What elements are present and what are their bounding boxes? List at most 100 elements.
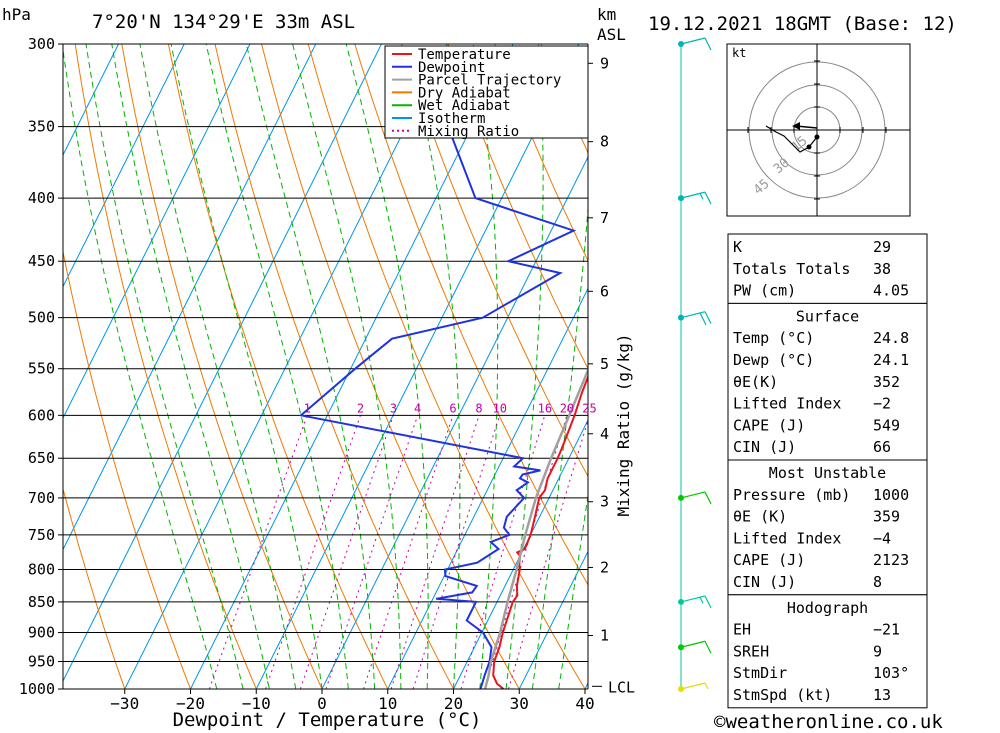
index-value: 103° bbox=[873, 664, 909, 682]
wind-barb bbox=[680, 491, 712, 505]
mixing-ratio-line bbox=[460, 415, 546, 689]
legend-entry-label: Wet Adiabat bbox=[418, 98, 511, 114]
temp-tick-label: 0 bbox=[317, 694, 327, 713]
index-value: −2 bbox=[873, 395, 891, 413]
index-label: SREH bbox=[733, 642, 769, 660]
mixing-ratio-label: 3 bbox=[390, 401, 397, 415]
hodograph-stats-box-title: Hodograph bbox=[787, 599, 868, 617]
series-dewpoint-line bbox=[298, 55, 588, 689]
pressure-tick-label: 950 bbox=[28, 653, 55, 671]
wind-barb-half-feather bbox=[699, 193, 704, 200]
mixing-ratio-line bbox=[390, 415, 480, 689]
mixing-ratio-label: 20 bbox=[560, 401, 574, 415]
legend-entry-label: Dewpoint bbox=[418, 60, 485, 76]
copyright-footer: ©weatheronline.co.uk bbox=[714, 711, 943, 733]
wind-barb bbox=[680, 311, 712, 326]
mixing-ratio-label: 2 bbox=[357, 401, 364, 415]
temp-tick-label: −20 bbox=[176, 694, 205, 713]
legend-entry-label: Mixing Ratio bbox=[418, 124, 519, 140]
index-value: −21 bbox=[873, 621, 900, 639]
wind-barb bbox=[680, 682, 709, 690]
km-tick-label: 4 bbox=[600, 425, 609, 443]
isotherm-line bbox=[63, 44, 119, 157]
wind-barb bbox=[680, 37, 712, 51]
hodograph-point bbox=[814, 134, 820, 140]
pressure-tick-label: 700 bbox=[28, 489, 55, 507]
temp-tick-label: 40 bbox=[575, 694, 594, 713]
dry-adiabat-line bbox=[307, 44, 586, 689]
index-label: Dewp (°C) bbox=[733, 351, 814, 369]
isotherm-line bbox=[124, 44, 448, 689]
index-label: CIN (J) bbox=[733, 573, 796, 591]
pressure-tick-label: 450 bbox=[28, 252, 55, 270]
wind-barb-feather bbox=[704, 311, 712, 324]
wet-adiabat-line bbox=[505, 44, 544, 689]
pressure-tick-label: 650 bbox=[28, 449, 55, 467]
km-tick-label: 5 bbox=[600, 355, 609, 373]
index-value: −4 bbox=[873, 529, 891, 547]
wet-adiabat-line bbox=[406, 44, 461, 689]
temp-tick-label: 20 bbox=[444, 694, 463, 713]
wind-barb-feather bbox=[704, 491, 712, 505]
index-value: 352 bbox=[873, 373, 900, 391]
km-tick-label: 7 bbox=[600, 209, 609, 227]
index-label: Temp (°C) bbox=[733, 329, 814, 347]
index-label: CAPE (J) bbox=[733, 551, 805, 569]
legend-entry-label: Isotherm bbox=[418, 111, 485, 127]
km-unit-label: km bbox=[597, 5, 616, 24]
dry-adiabat-line bbox=[121, 44, 323, 689]
pressure-tick-label: 500 bbox=[28, 309, 55, 327]
wet-adiabat-line bbox=[292, 44, 402, 689]
pressure-unit-label: hPa bbox=[2, 5, 31, 24]
wind-barb-feather bbox=[699, 312, 707, 326]
wet-adiabat-line bbox=[139, 44, 297, 689]
index-value: 29 bbox=[873, 238, 891, 256]
isotherm-line bbox=[387, 287, 588, 689]
index-label: Pressure (mb) bbox=[733, 486, 850, 504]
datetime-title: 19.12.2021 18GMT (Base: 12) bbox=[648, 13, 957, 35]
index-value: 13 bbox=[873, 686, 891, 704]
mixing-ratio-axis-label: Mixing Ratio (g/kg) bbox=[614, 333, 633, 516]
pressure-tick-label: 900 bbox=[28, 624, 55, 642]
mixing-ratio-label: 4 bbox=[414, 401, 421, 415]
mixing-ratio-label: 10 bbox=[493, 401, 507, 415]
pressure-tick-label: 300 bbox=[28, 35, 55, 53]
wind-barb-shaft bbox=[680, 595, 706, 603]
isotherm-line bbox=[518, 550, 588, 689]
legend-entry-label: Dry Adiabat bbox=[418, 85, 511, 101]
wind-barb-feather bbox=[704, 191, 712, 205]
most-unstable-box-title: Most Unstable bbox=[769, 464, 886, 482]
index-label: StmDir bbox=[733, 664, 787, 682]
storm-motion-arrowhead bbox=[792, 122, 800, 130]
index-value: 2123 bbox=[873, 551, 909, 569]
wind-barb-shaft bbox=[680, 37, 706, 45]
pressure-tick-label: 550 bbox=[28, 360, 55, 378]
wind-barb-feather bbox=[704, 595, 712, 609]
isotherm-line bbox=[63, 44, 185, 288]
hodograph-stats-box bbox=[727, 594, 928, 709]
dry-adiabat-line bbox=[961, 44, 1000, 689]
wind-barb-shaft bbox=[680, 491, 706, 499]
surface-box-title: Surface bbox=[796, 307, 859, 325]
pressure-tick-label: 600 bbox=[28, 406, 55, 424]
wind-barb-feather bbox=[704, 640, 712, 654]
dry-adiabat-line bbox=[494, 44, 588, 262]
pressure-tick-label: 1000 bbox=[19, 680, 55, 698]
temp-tick-label: 10 bbox=[378, 694, 397, 713]
km-tick-label: 3 bbox=[600, 493, 609, 511]
x-axis-label: Dewpoint / Temperature (°C) bbox=[173, 709, 482, 731]
mixing-ratio-label: 25 bbox=[582, 401, 596, 415]
index-value: 549 bbox=[873, 416, 900, 434]
mixing-ratio-line bbox=[299, 415, 394, 689]
wind-barb-shaft bbox=[680, 311, 706, 319]
temp-tick-label: −10 bbox=[242, 694, 271, 713]
wet-adiabat-line bbox=[85, 44, 244, 689]
index-value: 24.1 bbox=[873, 351, 909, 369]
asl-unit-label: ASL bbox=[597, 25, 626, 44]
legend-entry-label: Temperature bbox=[418, 47, 511, 63]
isotherm-line bbox=[321, 155, 588, 689]
index-value: 359 bbox=[873, 508, 900, 526]
index-label: θE (K) bbox=[733, 508, 787, 526]
mixing-ratio-label: 8 bbox=[475, 401, 482, 415]
